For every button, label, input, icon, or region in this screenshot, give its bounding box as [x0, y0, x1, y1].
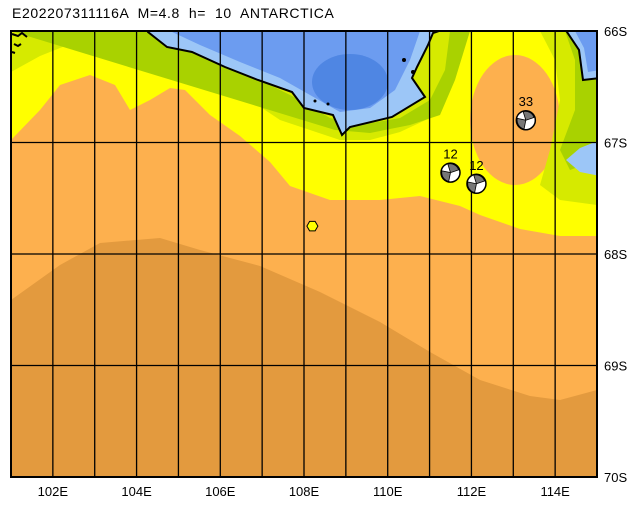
- epicenter-marker: [306, 220, 319, 232]
- island: [313, 99, 317, 103]
- depth-label: 12: [469, 158, 483, 173]
- lon-label: 108E: [289, 484, 320, 499]
- compression-quadrant: [467, 174, 486, 194]
- island: [411, 70, 415, 74]
- bay-ice: [566, 141, 597, 176]
- lat-label: 67S: [604, 136, 627, 151]
- lon-label: 112E: [457, 484, 487, 499]
- map-terrain: [11, 31, 597, 477]
- depth-label: 33: [519, 94, 533, 109]
- coast-fragments: [11, 31, 28, 54]
- lon-label: 104E: [121, 484, 152, 499]
- focal-mechanism-beachball[interactable]: 33: [515, 94, 537, 131]
- compression-quadrant: [441, 163, 460, 182]
- lat-label: 69S: [604, 359, 627, 374]
- focal-mechanism-beachball[interactable]: 12: [466, 158, 487, 195]
- land-ice-dark: [312, 54, 388, 110]
- lon-label: 106E: [205, 484, 236, 499]
- lon-label: 102E: [38, 484, 69, 499]
- depth-label: 12: [443, 147, 457, 162]
- map-frame: [10, 30, 598, 478]
- focal-mechanism-beachball[interactable]: 12: [440, 147, 461, 183]
- map-title: E202207311116A M=4.8 h= 10 ANTARCTICA: [12, 5, 335, 21]
- island: [402, 58, 406, 62]
- lon-label: 114E: [540, 484, 570, 499]
- longitude-labels: 102E 104E 106E 108E 110E 112E 114E: [38, 484, 570, 499]
- island: [326, 102, 330, 106]
- orange-zone-offshore: [470, 55, 560, 185]
- lat-label: 68S: [604, 247, 627, 262]
- lat-label: 70S: [604, 470, 627, 485]
- lon-label: 110E: [373, 484, 403, 499]
- land-ice-east-mid: [575, 31, 597, 72]
- focal-mechanisms: 33 12 12: [440, 94, 537, 195]
- green-zone: [11, 31, 470, 133]
- graticule: [11, 31, 597, 477]
- lat-label: 66S: [604, 24, 627, 39]
- latitude-labels: 66S 67S 68S 69S 70S: [604, 24, 627, 485]
- compression-quadrant: [516, 110, 535, 130]
